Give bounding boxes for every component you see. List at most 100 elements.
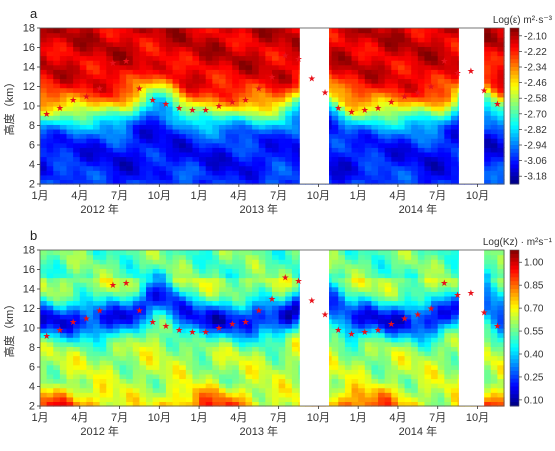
tropopause-point: ★ bbox=[109, 58, 117, 68]
heatmap-cell bbox=[153, 170, 160, 175]
heatmap-cell bbox=[352, 397, 359, 402]
heatmap-cell bbox=[411, 342, 418, 347]
heatmap-cell bbox=[60, 152, 67, 157]
heatmap-cell bbox=[431, 129, 438, 134]
heatmap-cell bbox=[358, 282, 365, 287]
heatmap-cell bbox=[332, 78, 339, 83]
heatmap-cell bbox=[133, 170, 140, 175]
heatmap-cell bbox=[245, 88, 252, 93]
heatmap-cell bbox=[484, 319, 491, 324]
heatmap-cell bbox=[53, 356, 60, 361]
heatmap-cell bbox=[484, 106, 491, 111]
heatmap-cell bbox=[146, 51, 153, 56]
heatmap-cell bbox=[365, 278, 372, 283]
heatmap-cell bbox=[405, 273, 412, 278]
heatmap-cell bbox=[252, 56, 259, 61]
heatmap-cell bbox=[120, 300, 127, 305]
heatmap-cell bbox=[67, 328, 74, 333]
heatmap-cell bbox=[352, 264, 359, 269]
heatmap-cell bbox=[352, 120, 359, 125]
heatmap-cell bbox=[385, 69, 392, 74]
heatmap-cell bbox=[212, 314, 219, 319]
heatmap-cell bbox=[139, 264, 146, 269]
heatmap-cell bbox=[199, 383, 206, 388]
heatmap-cell bbox=[53, 337, 60, 342]
heatmap-cell bbox=[332, 115, 339, 120]
heatmap-cell bbox=[219, 42, 226, 47]
heatmap-cell bbox=[391, 152, 398, 157]
heatmap-cell bbox=[120, 255, 127, 260]
heatmap-cell bbox=[120, 111, 127, 116]
heatmap-cell bbox=[113, 97, 120, 102]
heatmap-cell bbox=[73, 360, 80, 365]
heatmap-cell bbox=[40, 143, 47, 148]
heatmap-cell bbox=[192, 51, 199, 56]
heatmap-cell bbox=[100, 115, 107, 120]
heatmap-cell bbox=[332, 134, 339, 139]
heatmap-cell bbox=[491, 268, 498, 273]
heatmap-cell bbox=[113, 129, 120, 134]
heatmap-cell bbox=[438, 392, 445, 397]
heatmap-cell bbox=[226, 264, 233, 269]
heatmap-cell bbox=[418, 69, 425, 74]
heatmap-cell bbox=[391, 129, 398, 134]
heatmap-cell bbox=[133, 383, 140, 388]
heatmap-cell bbox=[239, 255, 246, 260]
heatmap-cell bbox=[73, 161, 80, 166]
heatmap-cell bbox=[47, 250, 54, 255]
heatmap-cell bbox=[60, 28, 67, 33]
heatmap-cell bbox=[358, 255, 365, 260]
heatmap-cell bbox=[80, 278, 87, 283]
heatmap-cell bbox=[146, 383, 153, 388]
heatmap-cell bbox=[332, 147, 339, 152]
heatmap-cell bbox=[67, 60, 74, 65]
heatmap-cell bbox=[199, 175, 206, 180]
heatmap-cell bbox=[126, 28, 133, 33]
heatmap-cell bbox=[265, 319, 272, 324]
heatmap-cell bbox=[219, 365, 226, 370]
heatmap-cell bbox=[47, 392, 54, 397]
heatmap-cell bbox=[126, 300, 133, 305]
heatmap-cell bbox=[424, 129, 431, 134]
heatmap-cell bbox=[272, 83, 279, 88]
heatmap-cell bbox=[265, 106, 272, 111]
heatmap-cell bbox=[67, 69, 74, 74]
heatmap-cell bbox=[338, 143, 345, 148]
heatmap-cell bbox=[67, 397, 74, 402]
heatmap-cell bbox=[67, 287, 74, 292]
heatmap-cell bbox=[192, 147, 199, 152]
heatmap-cell bbox=[338, 138, 345, 143]
heatmap-cell bbox=[484, 138, 491, 143]
heatmap-cell bbox=[106, 264, 113, 269]
heatmap-cell bbox=[385, 250, 392, 255]
heatmap-cell bbox=[378, 175, 385, 180]
heatmap-cell bbox=[86, 337, 93, 342]
heatmap-cell bbox=[86, 300, 93, 305]
heatmap-cell bbox=[345, 143, 352, 148]
colorbar-band bbox=[510, 28, 519, 32]
heatmap-cell bbox=[365, 74, 372, 79]
heatmap-cell bbox=[100, 170, 107, 175]
heatmap-cell bbox=[285, 328, 292, 333]
heatmap-cell bbox=[159, 60, 166, 65]
heatmap-cell bbox=[438, 291, 445, 296]
heatmap-cell bbox=[86, 33, 93, 38]
heatmap-cell bbox=[153, 166, 160, 171]
heatmap-cell bbox=[206, 346, 213, 351]
heatmap-cell bbox=[53, 360, 60, 365]
heatmap-cell bbox=[332, 170, 339, 175]
heatmap-cell bbox=[80, 397, 87, 402]
heatmap-cell bbox=[139, 319, 146, 324]
tropopause-point: ★ bbox=[440, 278, 448, 288]
heatmap-cell bbox=[106, 92, 113, 97]
heatmap-cell bbox=[252, 392, 259, 397]
heatmap-cell bbox=[484, 333, 491, 338]
heatmap-cell bbox=[232, 397, 239, 402]
heatmap-cell bbox=[226, 383, 233, 388]
heatmap-cell bbox=[219, 124, 226, 129]
heatmap-cell bbox=[365, 314, 372, 319]
heatmap-cell bbox=[497, 392, 504, 397]
heatmap-cell bbox=[265, 170, 272, 175]
heatmap-cell bbox=[199, 161, 206, 166]
data-gap bbox=[459, 28, 484, 184]
